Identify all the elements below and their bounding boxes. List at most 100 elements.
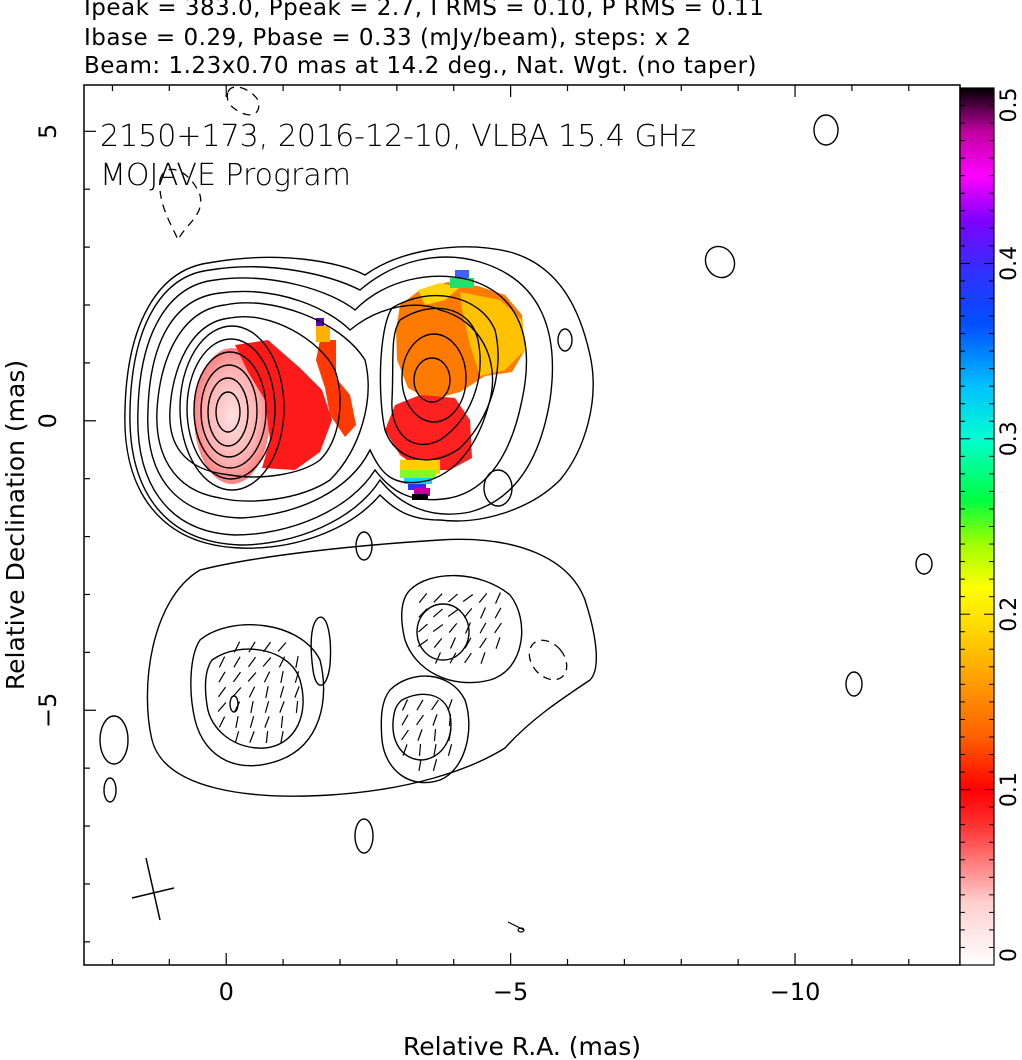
- lower-contour-small: [310, 616, 332, 686]
- x-tick-label: −5: [493, 978, 528, 1006]
- evpa-vector: [262, 657, 272, 667]
- image-area: [99, 86, 933, 854]
- lower-contour-lower-right-inner: [392, 693, 452, 761]
- evpa-vector: [418, 608, 428, 618]
- evpa-vector: [478, 592, 488, 604]
- lower-contour-left-outer: [190, 624, 325, 767]
- evpa-vector: [233, 656, 241, 668]
- evpa-vector: [449, 652, 457, 664]
- pol-patch-bridge: [316, 340, 356, 437]
- lower-contour-left-peak: [229, 695, 239, 713]
- plot-frame: [83, 84, 961, 966]
- colorbar-labels: 0 0.1 0.2 0.3 0.4 0.5: [997, 88, 1022, 963]
- lower-outer-contour: [146, 538, 598, 797]
- evpa-vector: [448, 593, 458, 603]
- contour-knot-1: [413, 357, 451, 403]
- evpa-vector: [401, 714, 409, 726]
- contour-core-1: [215, 391, 241, 433]
- lower-contour-upper-right: [401, 574, 523, 684]
- lower-contour-upper-right-inner: [416, 603, 470, 661]
- y-tick-label: −5: [34, 693, 62, 728]
- contour-spot-8: [99, 715, 129, 765]
- evpa-vector: [480, 652, 486, 664]
- evpa-vector: [233, 641, 241, 653]
- pol-patch-knot-north-yellow: [460, 292, 525, 376]
- evpa-vector: [247, 672, 257, 682]
- colorbar-label: 0.5: [997, 88, 1022, 123]
- pol-patch-south-magenta: [414, 488, 430, 496]
- colorbar-ticks: [960, 87, 994, 966]
- pol-patch-south-cyan: [404, 478, 432, 484]
- evpa-vector: [433, 728, 437, 742]
- header-line-3: Beam: 1.23x0.70 mas at 14.2 deg., Nat. W…: [84, 53, 757, 79]
- contour-knot-2: [401, 333, 467, 423]
- pol-patch-bridge-yellow: [316, 326, 330, 342]
- contour-spot-6: [915, 553, 933, 575]
- contour-core-7: [169, 316, 341, 478]
- x-tick-labels: 0 −5 −10: [219, 978, 821, 1006]
- contour-spot-7: [845, 671, 863, 697]
- evpa-vector: [262, 641, 272, 653]
- y-tick-label: 0: [34, 413, 62, 428]
- contour-knot-4: [379, 295, 499, 461]
- y-tick-labels: 5 0 −5: [34, 124, 62, 728]
- evpa-vector: [450, 637, 456, 649]
- pol-patch-south-black: [412, 494, 428, 500]
- contour-spot-3: [704, 245, 736, 279]
- evpa-vector: [432, 714, 438, 726]
- evpa-vector: [294, 671, 300, 683]
- evpa-vector: [234, 731, 240, 743]
- evpa-vector: [232, 687, 242, 697]
- evpa-vector: [280, 670, 284, 684]
- colorbar-label: 0.3: [997, 421, 1022, 456]
- lower-contours: [146, 538, 598, 797]
- contour-core-4: [193, 351, 267, 469]
- evpa-vector: [432, 759, 438, 771]
- evpa-vector: [479, 637, 487, 649]
- evpa-vector: [495, 637, 501, 649]
- x-axis-label: Relative R.A. (mas): [403, 1032, 641, 1060]
- evpa-vector: [447, 699, 453, 711]
- evpa-vector: [464, 652, 472, 664]
- evpa-vector: [250, 700, 254, 714]
- evpa-vector: [463, 607, 473, 619]
- evpa-vector: [249, 731, 255, 743]
- evpa-vector: [447, 744, 453, 756]
- beam-major-axis: [145, 857, 161, 921]
- evpa-vector: [295, 700, 299, 714]
- neg-contour-1: [226, 86, 260, 116]
- evpa-vector: [464, 637, 472, 649]
- colorbar-label: 0.2: [997, 597, 1022, 632]
- evpa-vector: [264, 716, 270, 728]
- evpa-vector: [418, 592, 428, 604]
- evpa-vector: [433, 608, 443, 618]
- evpa-vector: [418, 623, 428, 633]
- contour-spot-2: [483, 469, 513, 507]
- evpa-vector: [265, 685, 269, 699]
- evpa-vector: [265, 730, 269, 744]
- contour-core-9: [147, 290, 494, 519]
- colorbar-label: 0.1: [997, 772, 1022, 807]
- chart-subtitle: MOJAVE Program: [100, 158, 351, 193]
- x-tick-label: 0: [219, 978, 234, 1006]
- evpa-vector: [233, 701, 241, 713]
- evpa-vector: [433, 743, 437, 757]
- contour-core-5: [186, 338, 276, 480]
- y-tick-label: 5: [34, 124, 62, 139]
- colorbar-label: 0: [997, 948, 1022, 962]
- evpa-vector: [248, 686, 256, 698]
- stokes-i-contours: [99, 114, 933, 854]
- pol-patch-knot-south: [385, 395, 472, 470]
- negative-contours: [159, 86, 568, 681]
- y-axis-label: Relative Declination (mas): [1, 360, 30, 690]
- evpa-vector: [433, 593, 443, 603]
- contour-core-8: [156, 302, 369, 502]
- chart-title: 2150+173, 2016-12-10, VLBA 15.4 GHz: [100, 119, 696, 154]
- contour-core-2: [207, 377, 249, 447]
- evpa-vector: [280, 715, 284, 729]
- evpa-vector: [218, 671, 226, 683]
- evpa-vector: [418, 743, 422, 757]
- x-axis-ticks: [111, 85, 910, 965]
- evpa-ticks: [217, 592, 502, 772]
- evpa-vector: [435, 652, 441, 664]
